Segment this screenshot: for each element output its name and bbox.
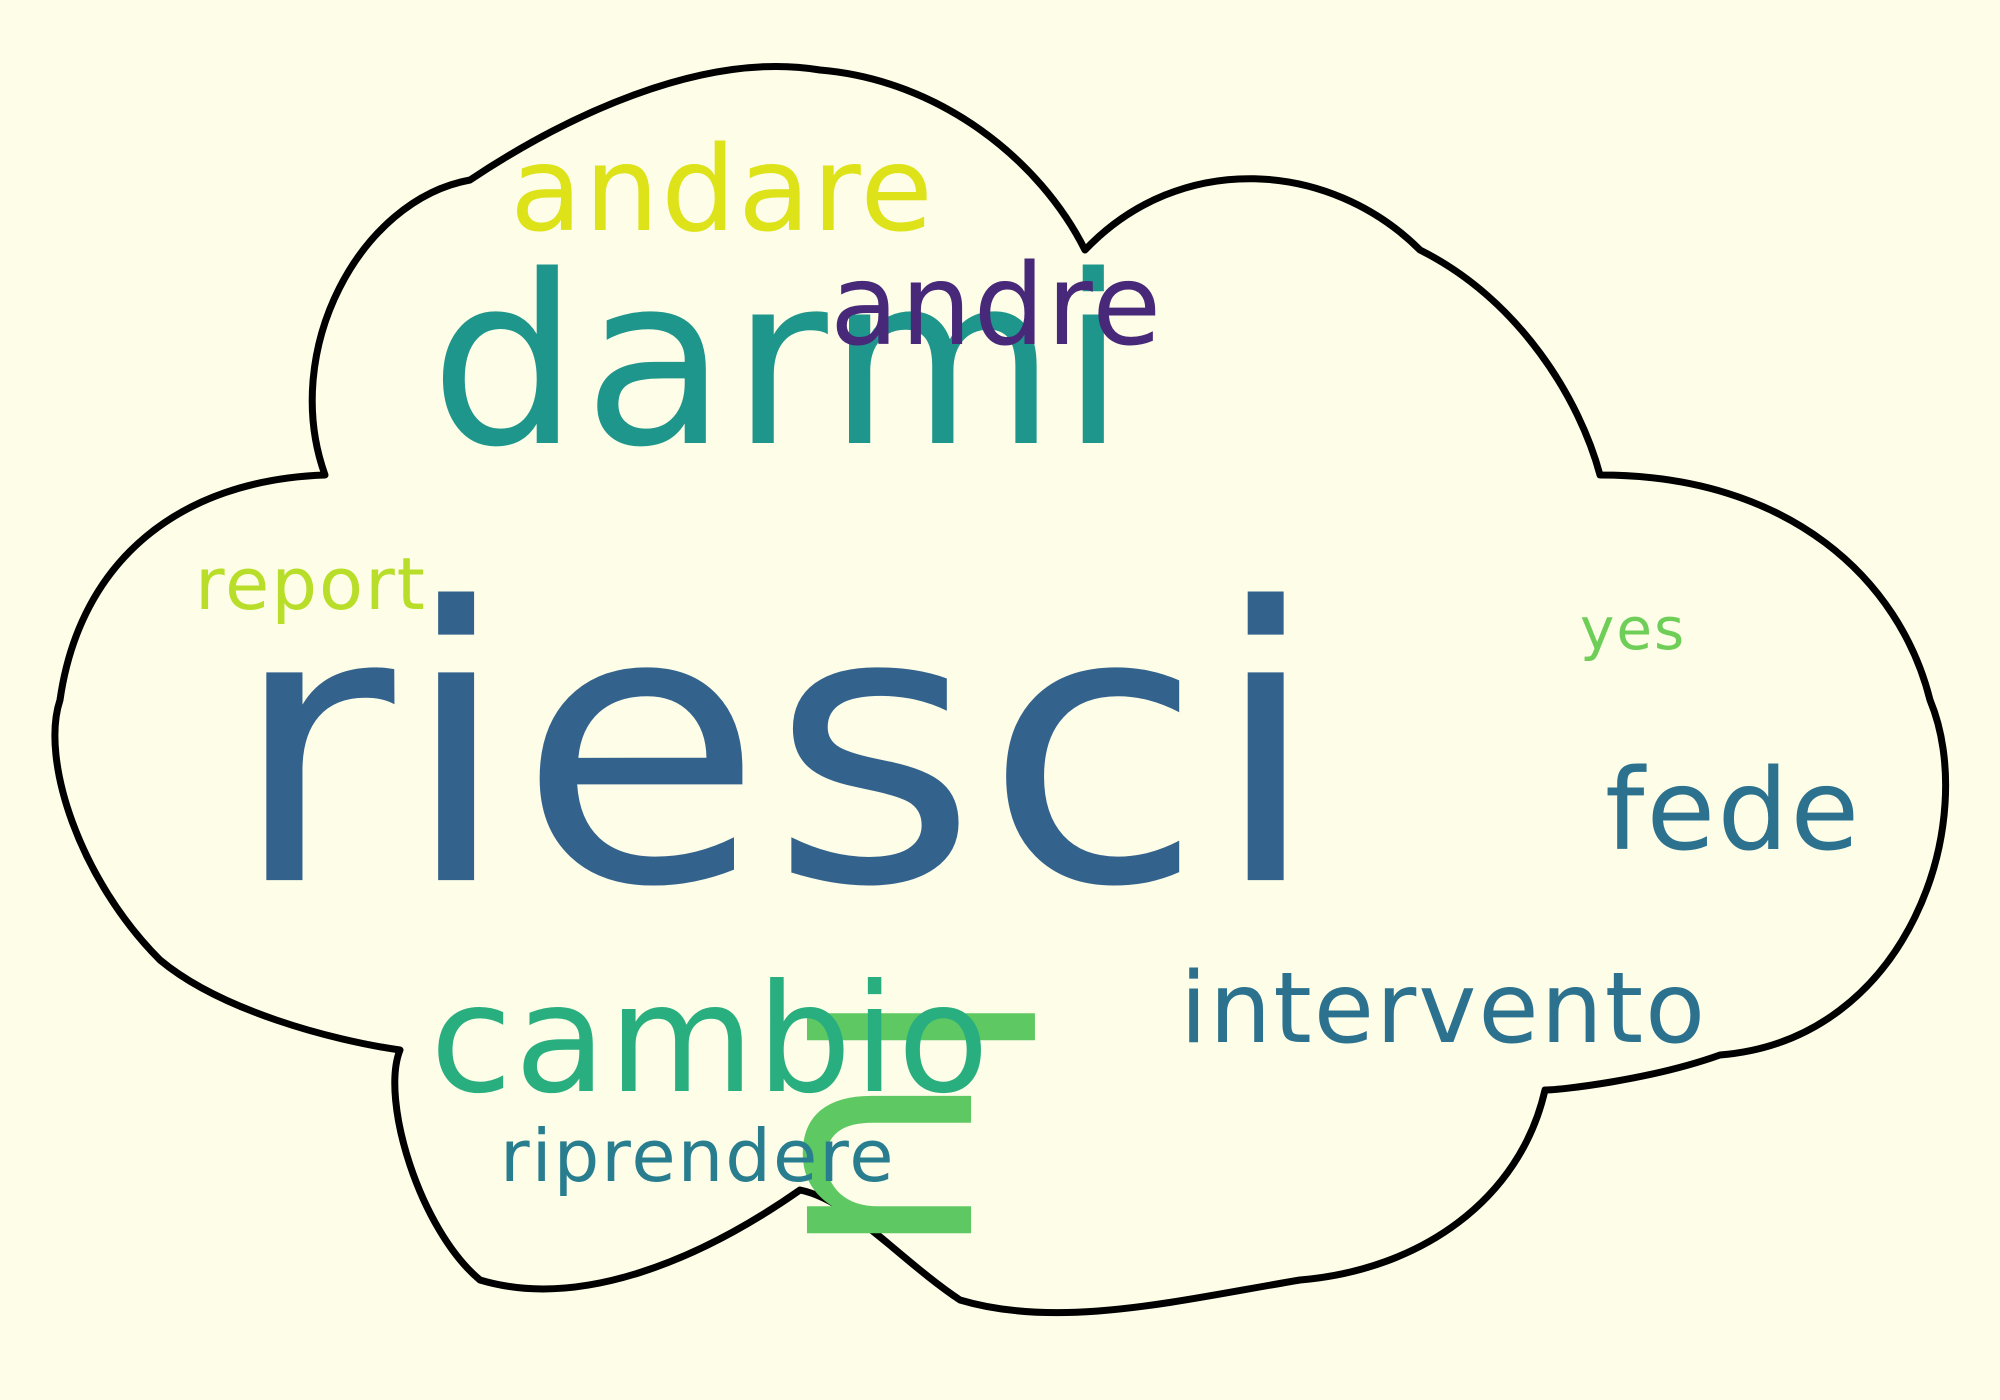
word-fede: fede [1605,746,1862,876]
word-report: report [195,542,427,626]
word-darmi: darmi [430,226,1130,499]
word-andre: andre [830,241,1164,371]
word-yes: yes [1580,595,1687,663]
word-riprendere: riprendere [500,1114,896,1198]
word-cambio: cambio [430,953,992,1127]
word-riesci: riesci [230,528,1328,971]
word-intervento: intervento [1180,952,1708,1066]
word-andare: andare [510,120,935,258]
